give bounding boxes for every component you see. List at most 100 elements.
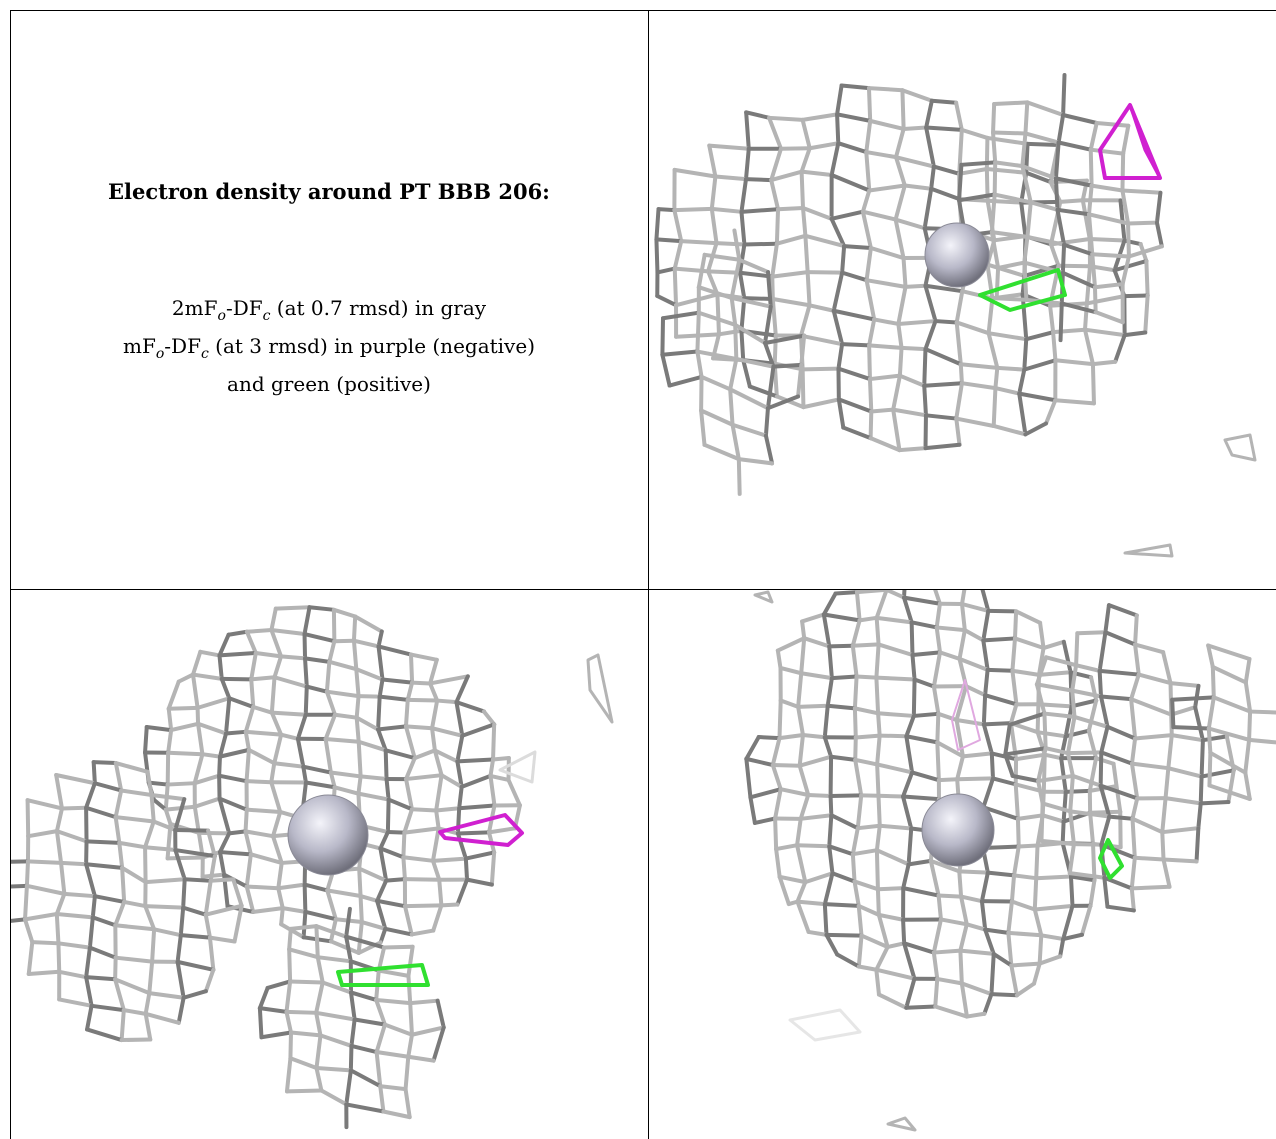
mesh-edge bbox=[855, 823, 882, 831]
mesh-edge bbox=[143, 725, 149, 755]
mesh-edge bbox=[822, 735, 834, 759]
mesh-edge bbox=[356, 739, 388, 753]
mesh-edge bbox=[957, 192, 997, 203]
mesh-edge bbox=[163, 807, 173, 826]
mesh-edge bbox=[144, 725, 174, 733]
mesh-edge bbox=[284, 1088, 324, 1094]
mesh-edge bbox=[1074, 663, 1102, 673]
legend-diff-sub-c: c bbox=[200, 346, 209, 362]
mesh-edge bbox=[374, 997, 387, 1027]
mesh-edge bbox=[1039, 838, 1076, 847]
mesh-edge bbox=[991, 102, 997, 135]
mesh-edge bbox=[1040, 813, 1066, 824]
mesh-edge bbox=[983, 927, 996, 956]
mesh-edge bbox=[933, 1004, 969, 1019]
mesh-edge bbox=[284, 1009, 319, 1015]
mesh-edge bbox=[143, 991, 152, 1016]
mesh-edge bbox=[1032, 907, 1044, 938]
mesh-edge bbox=[303, 909, 338, 922]
mesh-edge bbox=[412, 748, 437, 761]
mesh-edge bbox=[304, 684, 329, 694]
mesh-edge bbox=[403, 1087, 412, 1120]
mesh-edge bbox=[901, 886, 941, 898]
mesh-edge bbox=[287, 947, 320, 960]
mesh-edge bbox=[113, 761, 150, 774]
mesh-edge bbox=[765, 364, 776, 411]
mesh-edge bbox=[867, 317, 877, 348]
mesh-edge bbox=[763, 406, 770, 438]
mesh-edge bbox=[1132, 855, 1166, 862]
mesh-edge bbox=[1198, 800, 1231, 806]
mesh-edge bbox=[149, 792, 156, 824]
mesh-edge bbox=[991, 951, 1014, 968]
mesh-edge bbox=[302, 882, 308, 914]
mesh-edge bbox=[1058, 198, 1085, 204]
mesh-edge bbox=[249, 650, 258, 682]
mesh-edge bbox=[931, 650, 943, 689]
stray-contour bbox=[788, 1008, 862, 1042]
mesh-edge bbox=[1091, 841, 1097, 883]
mesh-edge bbox=[378, 1084, 408, 1092]
mesh-edge bbox=[891, 407, 928, 418]
mesh-edge bbox=[869, 407, 896, 414]
mesh-edge bbox=[1243, 737, 1252, 775]
mesh-edge bbox=[244, 884, 281, 891]
mesh-edge bbox=[26, 940, 35, 977]
mesh-edge bbox=[1068, 773, 1075, 814]
mesh-edge bbox=[900, 88, 906, 131]
table-top-border bbox=[10, 10, 1276, 11]
mesh-edge bbox=[875, 887, 881, 917]
mesh-edge bbox=[902, 595, 914, 625]
mesh-edge bbox=[1130, 816, 1165, 835]
mesh-edge bbox=[936, 777, 960, 783]
mesh-edge bbox=[1061, 903, 1075, 942]
legend-diff-term-b: -DF bbox=[164, 334, 201, 358]
caption-title: Electron density around PT BBB 206: bbox=[108, 179, 550, 204]
mesh-edge bbox=[1070, 688, 1077, 719]
mesh-edge bbox=[1206, 643, 1215, 669]
mesh-edge bbox=[1171, 725, 1211, 731]
mesh-edge bbox=[985, 870, 1017, 878]
mesh-edge bbox=[287, 947, 293, 984]
mesh-edge bbox=[376, 694, 382, 732]
mesh-edge bbox=[315, 955, 325, 985]
mesh-edge bbox=[777, 874, 808, 885]
mesh-edge bbox=[143, 845, 178, 853]
mesh-edge bbox=[87, 915, 95, 950]
mesh-edge bbox=[894, 155, 936, 169]
mesh-edge bbox=[84, 945, 92, 980]
mesh-edge bbox=[852, 674, 859, 711]
table-left-border bbox=[10, 10, 11, 1139]
mesh-edge bbox=[455, 757, 496, 764]
mesh-edge bbox=[315, 955, 353, 964]
mesh-edge bbox=[853, 735, 858, 762]
mesh-edge bbox=[902, 590, 907, 600]
mesh-edge bbox=[1032, 903, 1075, 912]
mesh-edge bbox=[217, 754, 222, 778]
mesh-edge bbox=[377, 694, 410, 702]
mesh-edge bbox=[795, 899, 827, 907]
mesh-edge bbox=[822, 902, 861, 908]
mesh-edge bbox=[1012, 873, 1039, 881]
mesh-edge bbox=[405, 680, 415, 702]
mesh-edge bbox=[729, 295, 738, 327]
mesh-edge bbox=[800, 112, 840, 122]
mesh-edge bbox=[991, 386, 998, 428]
mesh-edge bbox=[924, 125, 964, 132]
mesh-edge bbox=[1020, 164, 1033, 205]
mesh-edge bbox=[243, 729, 284, 737]
legend-diff-desc: (at 3 rmsd) in purple (negative) bbox=[208, 334, 535, 358]
mesh-edge bbox=[672, 266, 679, 308]
mesh-edge bbox=[707, 143, 751, 151]
mesh-edge bbox=[901, 794, 914, 831]
mesh-edge bbox=[928, 858, 962, 874]
mesh-edge bbox=[901, 256, 908, 289]
mesh-edge bbox=[875, 762, 915, 775]
mesh-edge bbox=[992, 160, 998, 197]
mesh-edge bbox=[327, 659, 359, 672]
mesh-edge bbox=[1014, 752, 1047, 762]
mesh-edge bbox=[284, 979, 293, 1014]
legend-positive-line: and green (positive) bbox=[227, 372, 431, 396]
mesh-edge bbox=[934, 625, 943, 655]
mesh-edge bbox=[1068, 809, 1112, 819]
